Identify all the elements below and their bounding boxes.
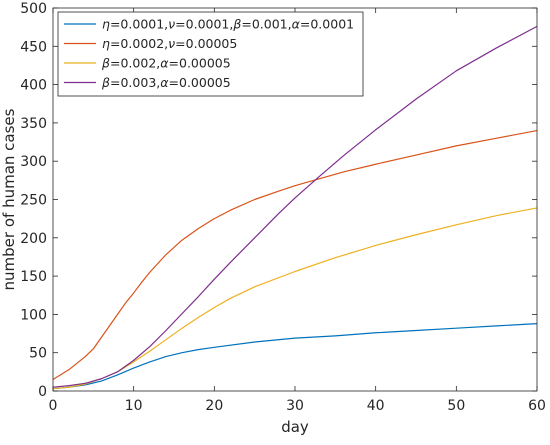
y-tick-label: 350 <box>20 116 47 132</box>
x-tick-label: 40 <box>367 398 385 414</box>
y-tick-label: 300 <box>20 154 47 170</box>
y-tick-label: 500 <box>20 1 47 17</box>
legend-entry-2: η=0.0002,ν=0.00005 <box>102 36 237 51</box>
legend-entry-1: η=0.0001,ν=0.0001,β=0.001,α=0.0001 <box>102 17 354 32</box>
y-tick-label: 0 <box>38 384 47 400</box>
series-line-2 <box>52 129 538 381</box>
y-tick-label: 200 <box>20 231 47 247</box>
x-axis-label: day <box>281 418 309 436</box>
series-line-1 <box>52 322 538 390</box>
x-tick-label: 30 <box>286 398 304 414</box>
ticks-group: 0 10 20 30 40 50 60 0 50 100 150 200 250 300 350 400 450… <box>20 1 546 414</box>
series-line-4 <box>52 25 538 388</box>
y-tick-label: 400 <box>20 78 47 94</box>
x-tick-label: 10 <box>125 398 143 414</box>
y-tick-label: 50 <box>29 346 47 362</box>
y-tick-label: 150 <box>20 269 47 285</box>
x-tick-label: 20 <box>205 398 223 414</box>
legend: η=0.0001,ν=0.0001,β=0.001,α=0.0001 η=0.00… <box>57 11 364 97</box>
y-tick-label: 450 <box>20 39 47 55</box>
y-tick-label: 250 <box>20 193 47 209</box>
x-tick-label: 0 <box>49 398 58 414</box>
legend-entry-4: β=0.003,α=0.00005 <box>101 75 231 90</box>
x-tick-label: 50 <box>447 398 465 414</box>
series-line-3 <box>52 207 538 390</box>
legend-box <box>57 11 364 97</box>
y-tick-label: 100 <box>20 307 47 323</box>
series-group <box>52 25 538 390</box>
x-tick-label: 60 <box>528 398 546 414</box>
y-axis-label: number of human cases <box>0 108 18 290</box>
legend-entry-3: β=0.002,α=0.00005 <box>101 56 231 71</box>
